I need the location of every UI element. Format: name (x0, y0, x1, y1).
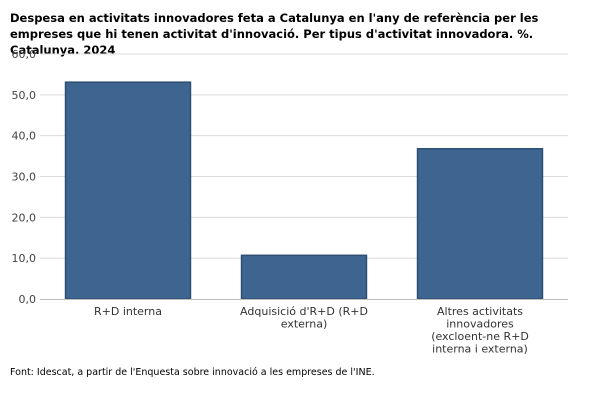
y-tick-label: 0,0 (19, 293, 37, 306)
y-tick-label: 30,0 (12, 171, 37, 184)
y-tick-label: 60,0 (12, 48, 37, 61)
bar[interactable] (416, 147, 544, 300)
x-tick-label-line: Altres activitats (437, 305, 523, 318)
source-footnote: Font: Idescat, a partir de l'Enquesta so… (10, 367, 375, 378)
bar[interactable] (64, 81, 192, 300)
x-axis-labels: R+D interna Adquisició d'R+D (R+D externa)… (94, 305, 529, 356)
x-tick-label-line: Adquisició d'R+D (R+D (240, 305, 368, 318)
y-axis-ticks: 0,0 10,0 20,0 30,0 40,0 50,0 60,0 (12, 48, 37, 306)
x-tick-label-line: interna i externa) (432, 343, 528, 356)
x-tick-label-line: (excloent-ne R+D (431, 330, 529, 343)
chart-title: Despesa en activitats innovadores feta a… (10, 11, 539, 57)
x-tick-label-line: innovadores (446, 318, 514, 331)
y-tick-label: 40,0 (12, 130, 37, 143)
x-tick-label-line: externa) (281, 318, 328, 331)
bar[interactable] (240, 254, 368, 300)
bars (64, 81, 544, 300)
x-tick-label-line: R+D interna (94, 305, 162, 318)
x-tick-label: Altres activitats innovadores (excloent-ne… (431, 305, 529, 356)
x-tick-label: Adquisició d'R+D (R+D externa) (240, 305, 368, 331)
y-tick-label: 20,0 (12, 211, 37, 224)
y-tick-label: 50,0 (12, 89, 37, 102)
y-tick-label: 10,0 (12, 252, 37, 265)
x-tick-label: R+D interna (94, 305, 162, 318)
